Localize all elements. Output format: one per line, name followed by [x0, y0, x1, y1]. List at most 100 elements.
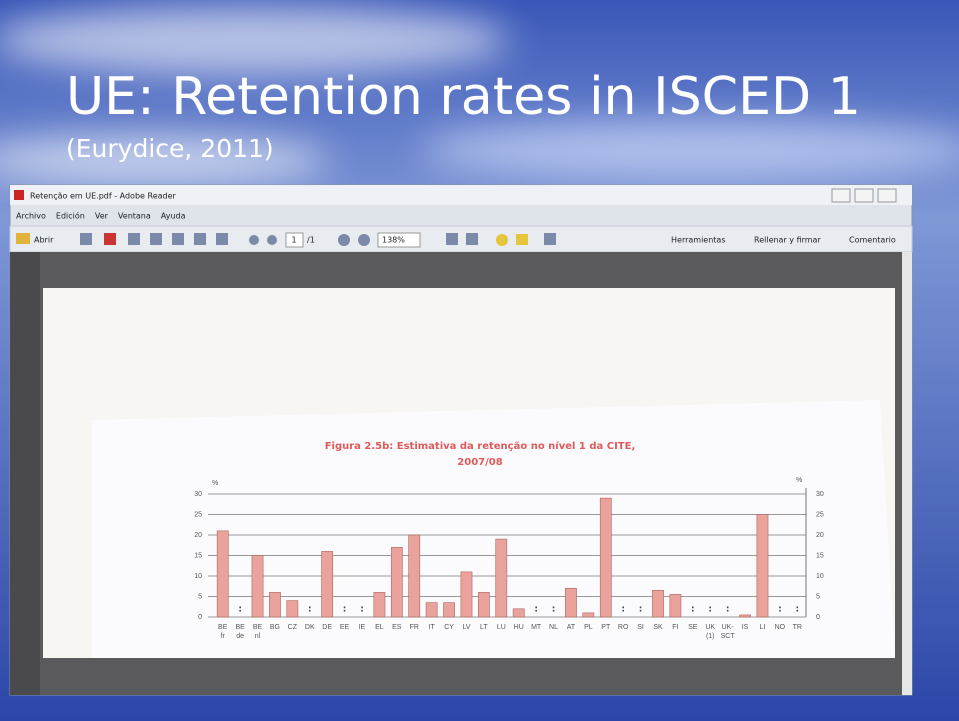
bar: [374, 592, 385, 617]
y2-tick-label: 20: [816, 532, 824, 539]
open-icon[interactable]: [16, 233, 30, 244]
x-tick-label: PL: [584, 624, 593, 631]
bar: [443, 603, 454, 617]
scanned-sheet: [92, 400, 895, 658]
x-tick-label: BG: [270, 624, 280, 631]
x-tick-label: CY: [444, 624, 454, 631]
side-panel: [10, 252, 40, 695]
tool-icon[interactable]: [194, 233, 206, 245]
comment-icon[interactable]: [496, 234, 508, 246]
next-page[interactable]: [267, 235, 277, 245]
bar: [217, 531, 228, 617]
bar: [757, 515, 768, 618]
x-tick-label: CZ: [288, 624, 298, 631]
y-unit: %: [212, 480, 218, 487]
x-tick-label: FI: [672, 624, 678, 631]
bar: [670, 594, 681, 617]
y-tick-label: 0: [198, 614, 202, 621]
tool-icon[interactable]: [172, 233, 184, 245]
x-tick-label: FR: [410, 624, 419, 631]
page: {"slide":{"title":"UE: Retention rates i…: [0, 0, 959, 721]
zoom-in[interactable]: [358, 234, 370, 246]
open-button[interactable]: Abrir: [34, 236, 54, 245]
x-tick-label: RO: [618, 624, 629, 631]
y2-tick-label: 15: [816, 552, 824, 559]
tool-icon[interactable]: [104, 233, 116, 245]
prev-page[interactable]: [249, 235, 259, 245]
x-tick-label: LI: [760, 624, 766, 631]
maximize[interactable]: [855, 189, 873, 202]
window-controls[interactable]: [832, 189, 896, 202]
zoom-value: 138%: [382, 236, 405, 245]
menu-item[interactable]: Ventana: [118, 212, 151, 221]
y-tick-label: 20: [194, 532, 202, 539]
bar: [409, 535, 420, 617]
x-tick-label: EE: [340, 624, 350, 631]
menu-item[interactable]: Ver: [95, 212, 109, 221]
chart-subtitle: 2007/08: [457, 457, 502, 468]
close[interactable]: [878, 189, 896, 202]
tool-icon[interactable]: [150, 233, 162, 245]
x-tick-label: LV: [462, 624, 470, 631]
bar: [461, 572, 472, 617]
value-label: :: [639, 605, 643, 615]
value-label: :: [238, 605, 242, 615]
page-number: 1: [291, 236, 296, 245]
menu-item[interactable]: Archivo: [16, 212, 46, 221]
x-tick-label: EL: [375, 624, 384, 631]
y-tick-label: 30: [194, 491, 202, 498]
tools-button[interactable]: Herramientas: [671, 236, 726, 245]
menu-bar: Archivo Edición Ver Ventana Ayuda: [16, 211, 186, 221]
menu-item[interactable]: Ayuda: [161, 212, 186, 221]
scrollbar[interactable]: [902, 252, 912, 695]
page-count: /1: [307, 236, 315, 245]
tool-icon[interactable]: [446, 233, 458, 245]
x-tick-label: IE: [359, 624, 366, 631]
value-label: :: [795, 605, 799, 615]
tool-icon[interactable]: [216, 233, 228, 245]
tool-icon[interactable]: [80, 233, 92, 245]
x-tick-label: HU: [514, 624, 524, 631]
stamp-icon[interactable]: [516, 234, 528, 245]
x-tick-label: LU: [497, 624, 506, 631]
expand-icon[interactable]: [544, 233, 556, 245]
tool-icon[interactable]: [128, 233, 140, 245]
value-label: :: [552, 605, 556, 615]
y2-tick-label: 30: [816, 491, 824, 498]
app-icon: [14, 190, 24, 200]
minimize[interactable]: [832, 189, 850, 202]
menu-item[interactable]: Edición: [56, 211, 85, 221]
bar: [739, 615, 750, 617]
bar: [269, 592, 280, 617]
x-tick-label: NL: [549, 624, 558, 631]
y2-tick-label: 0: [816, 614, 820, 621]
bar: [287, 601, 298, 617]
x-tick-label: LT: [480, 624, 488, 631]
bar: [478, 592, 489, 617]
bar: [496, 539, 507, 617]
x-tick-label: SI: [637, 624, 644, 631]
y-tick-label: 25: [194, 511, 202, 518]
value-label: :: [308, 605, 312, 615]
value-label: :: [726, 605, 730, 615]
value-label: :: [343, 605, 347, 615]
bar: [583, 613, 594, 617]
x-tick-label: SE: [688, 624, 698, 631]
y2-tick-label: 25: [816, 511, 824, 518]
value-label: :: [621, 605, 625, 615]
x-tick-label: SK: [653, 624, 663, 631]
screenshot: UE: Retention rates in ISCED 1 (Eurydice…: [0, 0, 959, 721]
slide-title: UE: Retention rates in ISCED 1: [66, 67, 861, 127]
x-tick-label: DE: [322, 624, 332, 631]
zoom-out[interactable]: [338, 234, 350, 246]
y-tick-label: 5: [198, 593, 202, 600]
bar: [426, 603, 437, 617]
x-tick-label: ES: [392, 624, 402, 631]
x-tick-label: NO: [775, 624, 786, 631]
sign-button[interactable]: Rellenar y firmar: [754, 236, 821, 245]
y2-tick-label: 10: [816, 573, 824, 580]
comment-button[interactable]: Comentario: [849, 236, 896, 245]
bar: [513, 609, 524, 617]
bar: [600, 498, 611, 617]
tool-icon[interactable]: [466, 233, 478, 245]
